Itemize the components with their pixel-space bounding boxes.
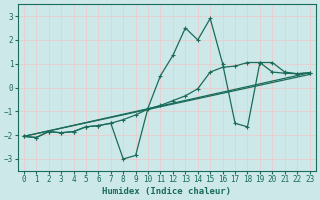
X-axis label: Humidex (Indice chaleur): Humidex (Indice chaleur) [102,187,231,196]
